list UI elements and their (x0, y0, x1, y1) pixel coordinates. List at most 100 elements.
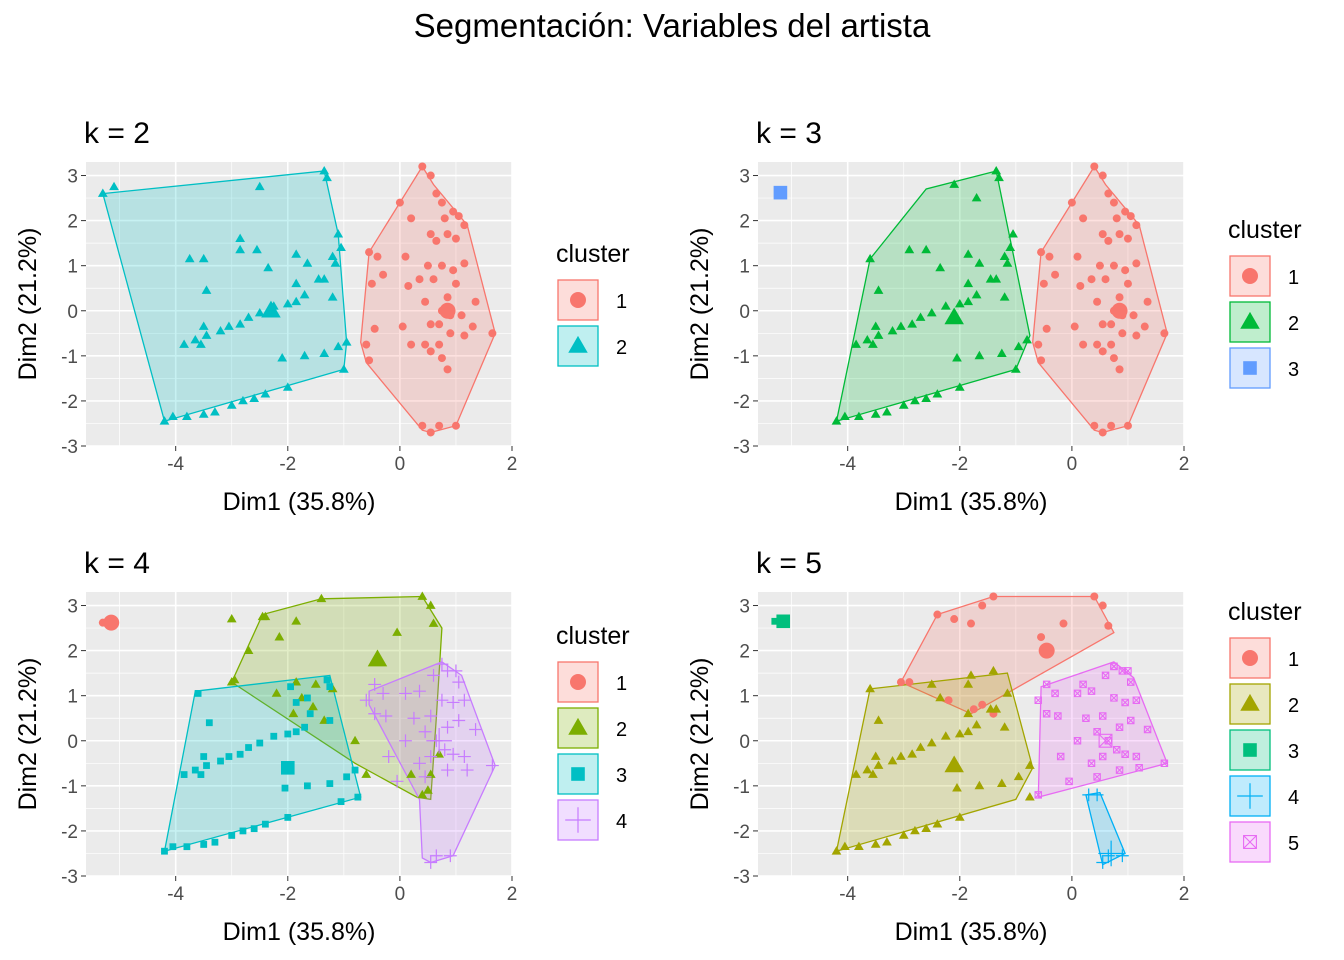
data-point (949, 179, 960, 188)
data-point (292, 699, 300, 706)
data-point (327, 251, 338, 261)
data-point (926, 737, 937, 747)
legend-key-1: 1 (1229, 637, 1299, 679)
data-point (390, 774, 404, 788)
data-point (254, 307, 265, 317)
data-point (435, 421, 444, 430)
data-point (401, 252, 410, 261)
data-point (291, 616, 302, 625)
data-point (407, 340, 416, 349)
legend-symbol (571, 767, 585, 781)
data-point (326, 780, 334, 787)
data-point (226, 614, 237, 623)
x-tick-label: -4 (839, 884, 856, 905)
data-point (336, 242, 346, 252)
data-point (1115, 293, 1124, 302)
y-tick-label: 0 (739, 302, 750, 323)
data-point (940, 301, 951, 310)
data-point (471, 297, 480, 306)
data-point (424, 709, 438, 723)
data-point (1118, 329, 1127, 338)
data-point (882, 407, 892, 416)
data-point (851, 769, 861, 778)
data-point (211, 838, 219, 846)
data-point (1104, 621, 1113, 630)
data-point (299, 289, 310, 299)
legend-symbol (1243, 743, 1257, 757)
data-point (198, 321, 209, 330)
data-point (1070, 322, 1079, 331)
cluster-centroid (773, 185, 788, 200)
data-point (198, 409, 209, 418)
data-point (1090, 162, 1099, 171)
cluster-centroid (944, 307, 964, 325)
legend-key-2: 2 (557, 325, 627, 367)
y-tick-label: 2 (739, 212, 750, 233)
data-point (840, 411, 850, 421)
data-point (302, 258, 313, 267)
cluster-series-4 (1082, 788, 1129, 869)
data-point (201, 285, 212, 294)
data-point (319, 348, 330, 357)
data-point (239, 827, 247, 835)
data-point (1037, 248, 1046, 257)
data-point (1121, 750, 1129, 759)
data-point (974, 350, 985, 360)
data-point (870, 751, 881, 760)
data-point (367, 279, 376, 288)
data-point (457, 693, 471, 707)
x-tick-label: -2 (951, 884, 968, 905)
data-point (870, 839, 881, 848)
legend-label: 4 (616, 811, 627, 833)
legend-label: 5 (1288, 833, 1299, 855)
data-point (1079, 680, 1087, 689)
data-point (200, 753, 208, 760)
data-point (382, 750, 396, 763)
data-point (333, 341, 344, 351)
data-point (404, 281, 413, 290)
data-point (991, 704, 1002, 713)
data-point (907, 319, 918, 328)
data-point (304, 782, 311, 790)
data-point (974, 780, 985, 790)
data-point (243, 645, 254, 654)
data-point (873, 760, 884, 769)
data-point (1104, 189, 1113, 198)
data-point (460, 221, 469, 230)
data-point (438, 743, 452, 757)
data-point (831, 416, 842, 425)
data-point (1135, 764, 1143, 772)
legend-swatch (557, 753, 599, 795)
legend-key-3: 3 (557, 753, 627, 795)
data-point (1045, 252, 1054, 261)
panel-title: k = 4 (84, 547, 150, 580)
data-point (1160, 759, 1169, 768)
y-tick-label: -3 (733, 867, 750, 888)
data-point (446, 329, 455, 338)
data-point (1098, 171, 1107, 180)
legend-label: 1 (1288, 267, 1299, 289)
x-tick-label: 2 (507, 884, 518, 905)
y-tick-label: 3 (739, 167, 750, 188)
data-point (1115, 230, 1124, 239)
legend-label: 4 (1288, 787, 1299, 809)
data-point (991, 274, 1002, 283)
data-point (831, 846, 842, 855)
cluster-centroid (1098, 840, 1124, 867)
legend-key-1: 1 (557, 661, 627, 703)
y-tick-label: 2 (67, 212, 78, 233)
legend-symbol (1240, 311, 1260, 329)
data-point (225, 753, 233, 760)
data-point (451, 421, 460, 430)
data-point (261, 820, 269, 828)
legend-label: 3 (1288, 359, 1299, 381)
grid-lines (86, 592, 513, 877)
data-point (994, 172, 1004, 182)
cluster-hull-2 (835, 672, 1034, 853)
cluster-series-5 (1034, 662, 1169, 799)
data-point (1143, 725, 1152, 734)
data-point (415, 275, 424, 284)
cluster-centroid (426, 727, 452, 754)
data-point (1124, 667, 1132, 675)
data-point (282, 382, 293, 391)
